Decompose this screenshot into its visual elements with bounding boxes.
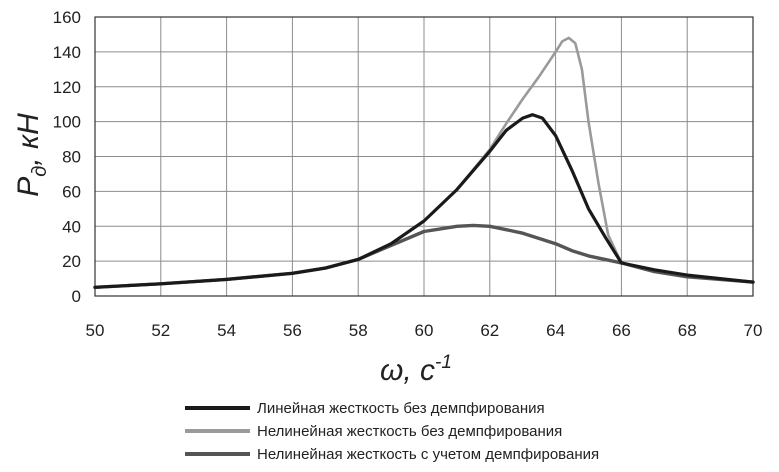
legend-label-nonlinear-damped: Нелинейная жесткость с учетом демпфирова…: [257, 446, 599, 463]
x-tick-label: 54: [217, 321, 236, 340]
series-lines: [93, 36, 755, 289]
y-axis-label-rest: , кН: [12, 113, 45, 166]
y-tick-label: 140: [53, 43, 81, 62]
y-axis-label-sub: д: [29, 166, 51, 177]
x-axis-label-base: ω, с: [380, 354, 435, 387]
x-axis-label-sup: -1: [435, 352, 452, 373]
y-tick-label: 100: [53, 113, 81, 132]
x-axis-label: ω, с-1: [380, 352, 452, 387]
y-tick-label: 160: [53, 8, 81, 27]
x-tick-label: 62: [480, 321, 499, 340]
y-tick-labels: 0 20 40 60 80 100 120 140 160: [53, 8, 81, 306]
y-axis-label-base: P: [12, 177, 45, 197]
x-tick-label: 60: [415, 321, 434, 340]
series-line-linear: [93, 113, 755, 289]
y-tick-label: 120: [53, 78, 81, 97]
y-axis-label: Pд, кН: [12, 113, 51, 197]
x-tick-label: 68: [678, 321, 697, 340]
y-tick-label: 40: [62, 217, 81, 236]
y-tick-label: 20: [62, 252, 81, 271]
grid: [94, 16, 754, 297]
y-tick-label: 0: [72, 287, 81, 306]
legend: Линейная жесткость без демпфирования Нел…: [185, 400, 599, 463]
x-tick-label: 50: [86, 321, 105, 340]
x-tick-label: 52: [151, 321, 170, 340]
y-tick-label: 80: [62, 148, 81, 167]
x-tick-label: 56: [283, 321, 302, 340]
x-tick-label: 64: [546, 321, 565, 340]
x-tick-label: 70: [744, 321, 763, 340]
x-tick-labels: 50 52 54 56 58 60 62 64 66 68 70: [86, 321, 763, 340]
plot-frame: [94, 16, 754, 297]
legend-label-linear: Линейная жесткость без демпфирования: [257, 400, 545, 417]
legend-label-nonlinear: Нелинейная жесткость без демпфирования: [257, 423, 562, 440]
x-tick-label: 66: [612, 321, 631, 340]
y-tick-label: 60: [62, 182, 81, 201]
x-tick-label: 58: [349, 321, 368, 340]
